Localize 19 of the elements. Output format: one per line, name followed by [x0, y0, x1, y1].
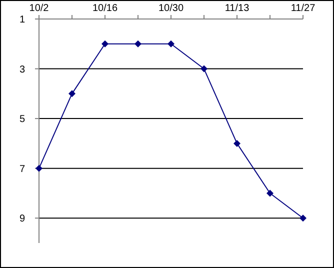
y-tick-label: 1 [19, 14, 26, 26]
x-tick-label: 10/2 [29, 3, 50, 14]
point [36, 164, 42, 172]
point [102, 40, 108, 48]
y-tick-label: 7 [19, 164, 26, 175]
point [234, 140, 240, 147]
point [134, 40, 142, 48]
x-tick-label: 10/30 [158, 3, 184, 14]
y-tick-label: 5 [19, 114, 26, 126]
point [266, 190, 274, 197]
point [168, 40, 174, 48]
y-tick-label: 9 [19, 214, 26, 225]
point [68, 90, 76, 98]
x-tick-label: 11/13 [224, 3, 250, 14]
point [300, 214, 306, 222]
y-tick-label: 3 [19, 64, 26, 76]
x-tick-label: 11/27 [290, 3, 316, 14]
point [200, 65, 208, 72]
x-tick-label: 10/16 [92, 3, 118, 14]
